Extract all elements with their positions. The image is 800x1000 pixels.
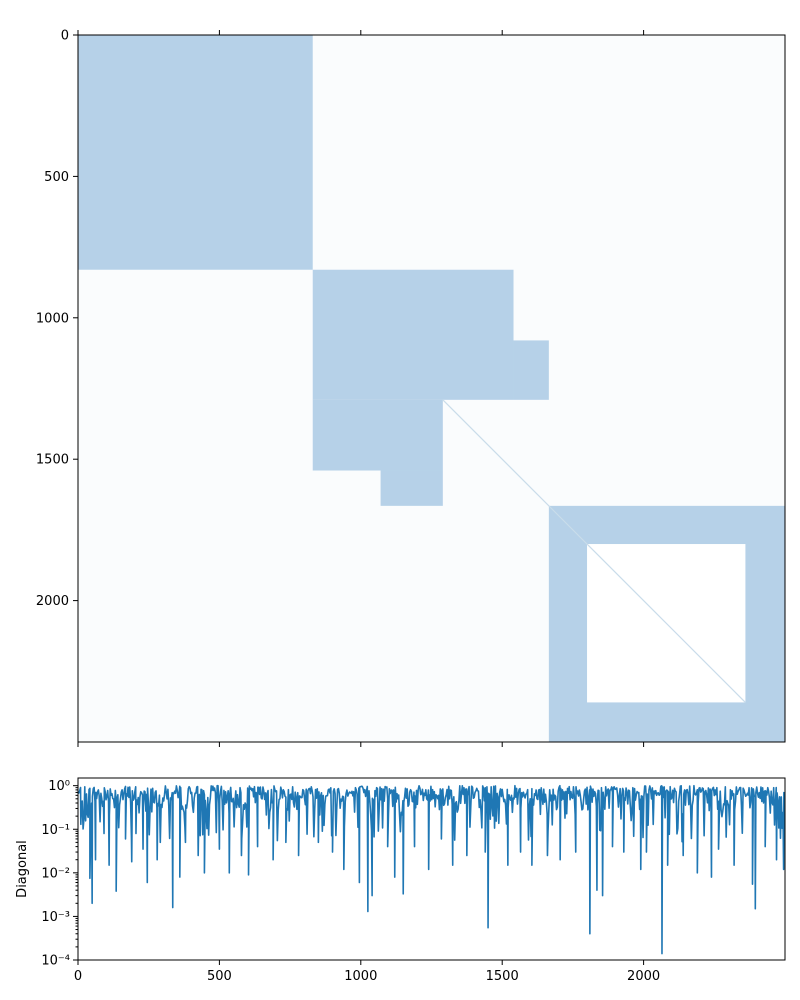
y-tick-label: 1500 — [36, 453, 69, 468]
diagonal-y-axis-label: Diagonal — [15, 840, 30, 898]
dense-block — [380, 470, 443, 506]
sparsity-plot-frame — [77, 34, 786, 743]
sparsity-blocks — [78, 35, 785, 742]
dense-block — [312, 269, 514, 400]
x-tick-label: 1000 — [344, 969, 377, 984]
x-tick-label: 500 — [207, 969, 232, 984]
y-tick-label: 2000 — [36, 594, 69, 609]
x-tick-label: 0 — [74, 969, 82, 984]
sparsity-x-axis — [77, 30, 645, 747]
y-tick-label: 1000 — [36, 311, 69, 326]
diagonal-plot-frame — [77, 777, 786, 961]
diagonal-values-line — [77, 784, 786, 955]
diagonal-y-axis: 10⁻⁴ 10⁻³ 10⁻² 10⁻¹ 10⁰ — [41, 779, 78, 969]
sparsity-pattern-plot: 0 500 1000 1500 2000 — [36, 29, 786, 747]
diagonal-plot: 10⁻⁴ 10⁻³ 10⁻² 10⁻¹ 10⁰ 0 500 1000 1500 2000 Dia… — [15, 777, 786, 984]
y-tick-label: 10⁻¹ — [41, 823, 70, 838]
dense-block — [312, 399, 443, 471]
y-tick-label: 0 — [61, 29, 69, 44]
sparsity-y-axis: 0 500 1000 1500 2000 — [36, 29, 78, 609]
diagonal-trace — [77, 784, 786, 955]
x-tick-label: 1500 — [486, 969, 519, 984]
main-diagonal — [442, 399, 746, 703]
x-tick-label: 2000 — [627, 969, 660, 984]
diagonal-x-axis: 0 500 1000 1500 2000 — [74, 960, 660, 984]
dense-block — [78, 35, 313, 270]
y-tick-label: 500 — [44, 170, 69, 185]
y-tick-label: 10⁰ — [48, 779, 70, 794]
y-tick-label: 10⁻³ — [41, 910, 70, 925]
y-tick-label: 10⁻² — [41, 866, 70, 881]
y-tick-label: 10⁻⁴ — [41, 954, 70, 969]
dense-block — [513, 340, 549, 400]
